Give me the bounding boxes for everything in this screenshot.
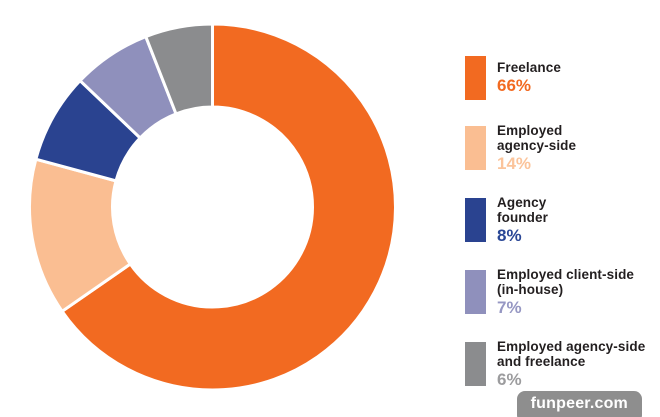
legend-swatch-agency-founder (465, 198, 486, 242)
legend-item-freelance: Freelance 66% (465, 54, 655, 101)
legend-item-value: 7% (497, 298, 522, 317)
donut-segment-employed-agency-side-and-freelance (143, 22, 214, 116)
chart-legend: Freelance 66% Employed agency-side 14% A… (465, 54, 655, 389)
legend-item-label: Freelance (497, 60, 561, 75)
legend-item-employed-agency-side: Employed agency-side 14% (465, 123, 655, 173)
legend-swatch-employed-agency-side-and-freelance (465, 342, 486, 386)
donut-chart (28, 22, 397, 392)
watermark-badge: funpeer.com (516, 391, 642, 417)
legend-item-agency-founder: Agency founder 8% (465, 195, 655, 245)
legend-swatch-employed-agency-side (465, 126, 486, 170)
legend-item-employed-client-side: Employed client-side (in-house) 7% (465, 267, 655, 317)
legend-item-label: Agency founder (497, 195, 548, 225)
legend-swatch-employed-client-side (465, 270, 486, 314)
legend-item-label: Employed client-side (in-house) (497, 267, 635, 297)
legend-item-value: 66% (497, 76, 532, 95)
watermark-text: funpeer.com (530, 395, 628, 412)
legend-item-value: 8% (497, 226, 522, 245)
legend-item-value: 6% (497, 370, 522, 389)
legend-item-employed-agency-side-and-freelance: Employed agency-side and freelance 6% (465, 339, 655, 389)
legend-item-value: 14% (497, 154, 532, 173)
legend-swatch-freelance (465, 55, 486, 100)
legend-item-label: Employed agency-side (497, 123, 577, 153)
legend-item-label: Employed agency-side and freelance (497, 339, 646, 369)
donut-segment-freelance (60, 22, 397, 392)
donut-chart-area (28, 22, 397, 392)
